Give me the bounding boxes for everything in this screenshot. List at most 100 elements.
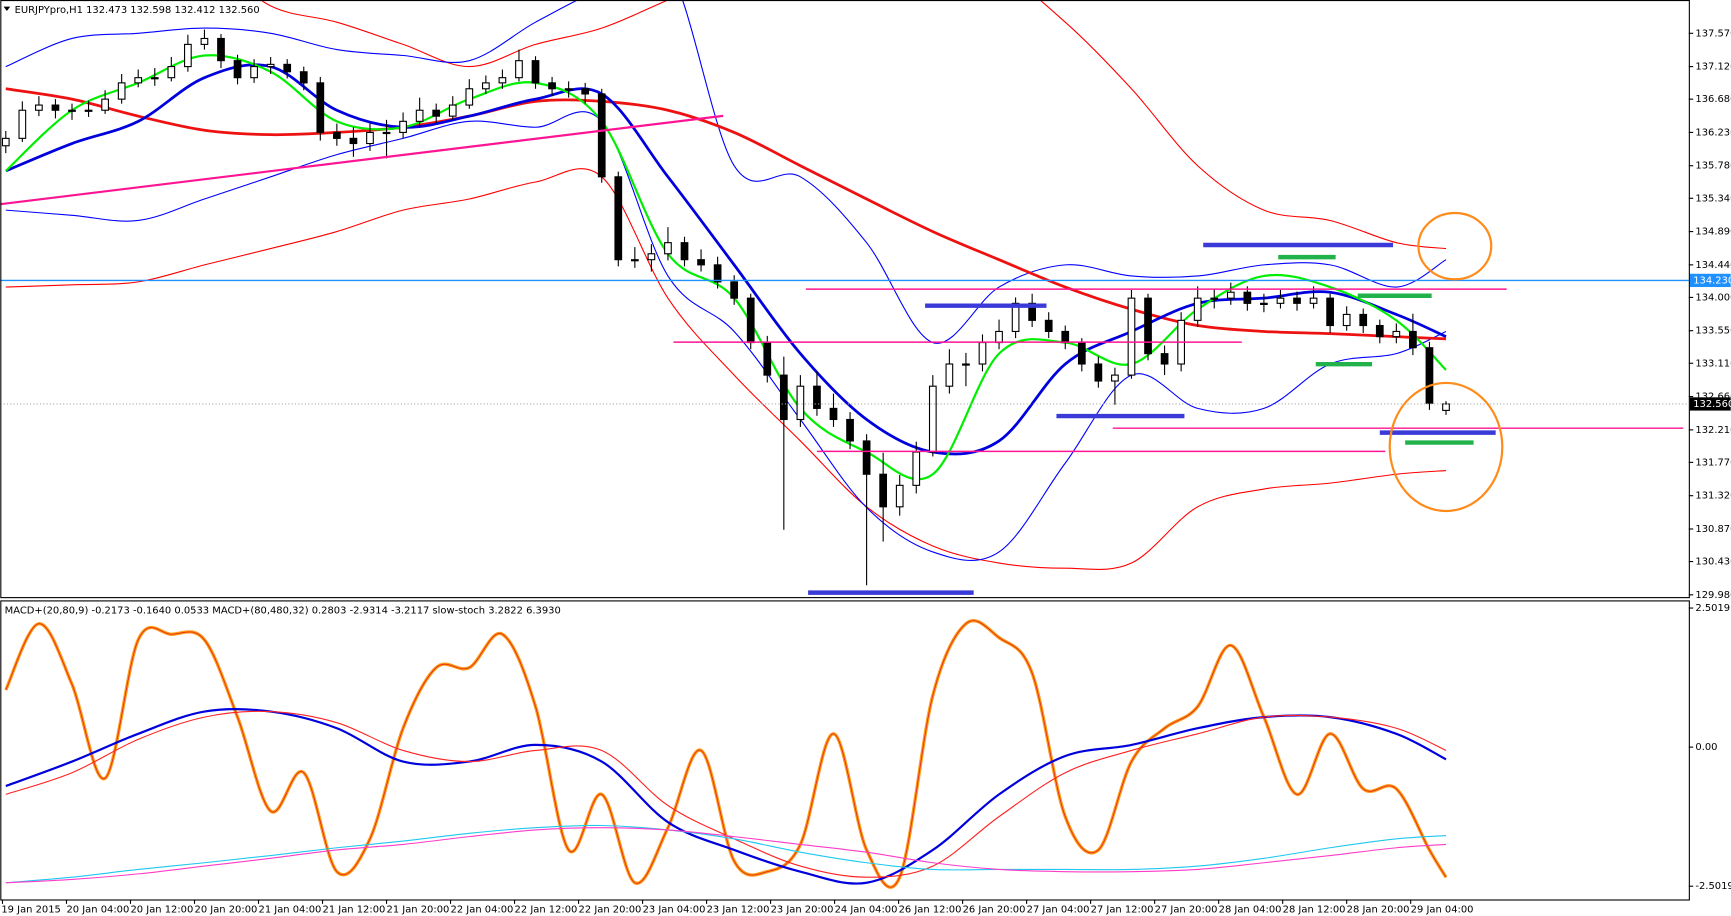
- candle-body: [498, 77, 507, 84]
- candle-body: [200, 37, 209, 45]
- candle-body: [399, 120, 407, 133]
- candle-body: [1276, 297, 1285, 304]
- candle-body: [1160, 353, 1169, 365]
- candle-body: [928, 385, 937, 453]
- menu-triangle: [3, 6, 11, 12]
- frames: [0, 0, 1690, 901]
- y-tick-label: 130.870: [1695, 524, 1731, 535]
- candle-body: [18, 109, 27, 139]
- candle-body: [1375, 324, 1384, 338]
- candle-body: [432, 109, 441, 117]
- candle-body: [763, 341, 772, 376]
- y-tick-label: 131.770: [1695, 457, 1731, 468]
- candle-body: [1111, 374, 1119, 382]
- candle-body: [531, 60, 540, 84]
- indicator-line: [5, 87, 1447, 341]
- candle-body: [1359, 313, 1368, 327]
- candle-body: [1226, 291, 1235, 299]
- candle-body: [647, 253, 656, 261]
- candles: [1, 29, 1450, 586]
- indicator-line: [5, 0, 1447, 344]
- candle-body: [1260, 302, 1268, 305]
- y-tick-label: 131.320: [1695, 491, 1731, 502]
- candle-body: [150, 77, 159, 80]
- x-tick-label: 26 Jan 20:00: [963, 904, 1026, 915]
- candle-body: [184, 43, 192, 68]
- candle-body: [465, 88, 474, 106]
- candle-body: [250, 66, 258, 79]
- x-tick-label: 28 Jan 12:00: [1283, 904, 1346, 915]
- y-tick-label: 0.00: [1695, 742, 1717, 753]
- candle-body: [1127, 297, 1136, 376]
- candle-body: [548, 82, 556, 90]
- indicator-line: [5, 168, 1447, 570]
- y-tick-label: 136.680: [1695, 94, 1731, 105]
- candle-body: [1425, 347, 1434, 404]
- candle-body: [1326, 297, 1334, 327]
- candle-body: [283, 63, 292, 73]
- x-tick-label: 28 Jan 04:00: [1219, 904, 1282, 915]
- candle-body: [912, 451, 921, 486]
- candle-body: [713, 264, 722, 283]
- x-tick-label: 20 Jan 12:00: [130, 904, 193, 915]
- candle-body: [1243, 291, 1252, 304]
- candle-body: [680, 242, 689, 261]
- main-pane-frame: [0, 0, 1690, 599]
- candle-body: [366, 131, 374, 145]
- y-tick-label: 132.660: [1695, 392, 1731, 403]
- y-tick-label: 133.550: [1695, 326, 1731, 337]
- candle-body: [962, 363, 970, 366]
- x-tick-label: 23 Jan 20:00: [771, 904, 834, 915]
- x-tick-label: 27 Jan 12:00: [1091, 904, 1154, 915]
- candle-body: [1011, 302, 1020, 333]
- highlight-circle: [1417, 211, 1493, 281]
- x-tick-label: 29 Jan 04:00: [1411, 904, 1474, 915]
- stochastic-core: [5, 620, 1447, 888]
- x-tick-label: 22 Jan 12:00: [515, 904, 578, 915]
- last-price-label: 132.560: [1693, 399, 1731, 410]
- y-tick-label: 137.120: [1695, 62, 1731, 73]
- x-tick-label: 23 Jan 04:00: [643, 904, 706, 915]
- candle-body: [448, 104, 457, 117]
- y-tick-label: 135.780: [1695, 161, 1731, 172]
- indicator-line: [5, 827, 1447, 884]
- candle-body: [134, 77, 143, 84]
- x-tick-label: 21 Jan 04:00: [259, 904, 322, 915]
- candle-body: [730, 281, 739, 299]
- candle-body: [1061, 330, 1070, 344]
- candle-body: [614, 176, 623, 261]
- indicator-line: [260, 0, 1447, 250]
- candle-body: [117, 82, 126, 100]
- y-tick-label: 129.980: [1695, 590, 1731, 601]
- candle-body: [101, 98, 109, 111]
- x-tick-label: 26 Jan 12:00: [899, 904, 962, 915]
- candle-body: [167, 66, 176, 79]
- candle-body: [333, 131, 341, 139]
- trend-line: [0, 114, 724, 206]
- y-tick-label: 130.430: [1695, 557, 1731, 568]
- candle-body: [1044, 319, 1053, 333]
- candle-body: [664, 242, 672, 255]
- candle-body: [1094, 363, 1103, 382]
- x-tick-label: 21 Jan 20:00: [387, 904, 450, 915]
- candle-body: [995, 330, 1003, 344]
- x-tick-label: 20 Jan 20:00: [195, 904, 258, 915]
- x-tick-label: 22 Jan 20:00: [579, 904, 642, 915]
- price-label: 134.230: [1693, 275, 1731, 286]
- last-price-box: [1689, 397, 1731, 411]
- candle-body: [1077, 341, 1086, 365]
- candle-body: [630, 259, 639, 262]
- candle-body: [1293, 297, 1301, 304]
- indicator-line: [5, 111, 1447, 562]
- y-tick-label: 137.570: [1695, 28, 1731, 39]
- y-tick-label: -2.5019: [1695, 881, 1731, 892]
- candle-body: [1028, 302, 1037, 321]
- x-tick-label: 27 Jan 20:00: [1155, 904, 1218, 915]
- x-tick-label: 22 Jan 04:00: [451, 904, 514, 915]
- y-tick-label: 134.890: [1695, 227, 1731, 238]
- candle-body: [1409, 330, 1417, 349]
- candle-body: [796, 385, 805, 421]
- candle-body: [746, 297, 755, 344]
